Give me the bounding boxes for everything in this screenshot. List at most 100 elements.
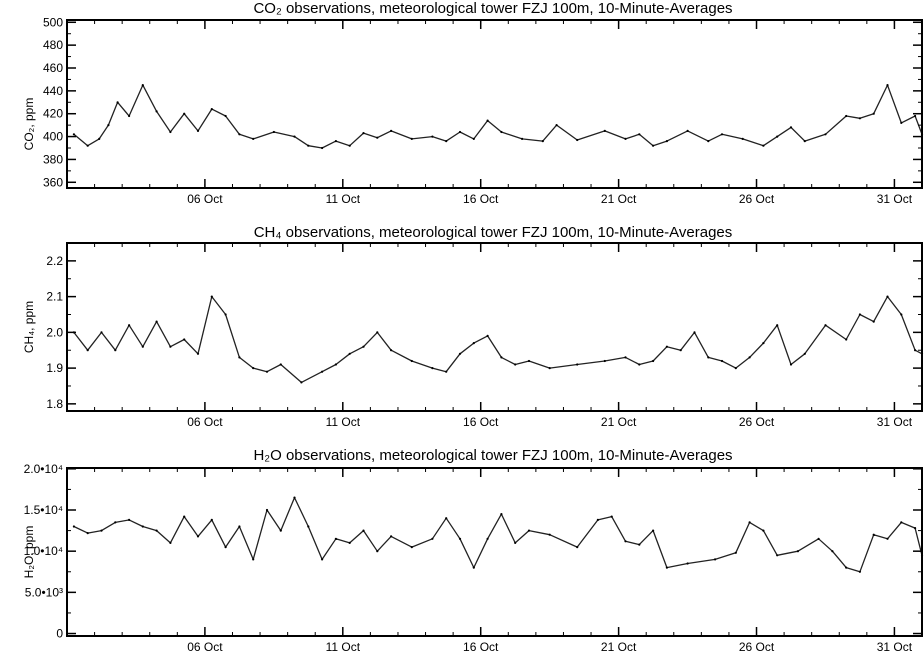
- data-point: [734, 551, 737, 554]
- data-point: [431, 135, 434, 138]
- x-tick-label: 16 Oct: [463, 415, 499, 429]
- y-tick-label: 380: [43, 152, 63, 166]
- data-point: [390, 535, 393, 538]
- data-point: [858, 117, 862, 120]
- data-point: [252, 367, 255, 370]
- data-point: [686, 562, 689, 565]
- data-point: [210, 295, 213, 298]
- data-point: [196, 129, 200, 132]
- data-point: [279, 363, 282, 366]
- data-point: [183, 338, 186, 341]
- y-axis-label: H₂O, ppm: [22, 526, 36, 579]
- data-point: [155, 529, 158, 532]
- x-tick-label: 11 Oct: [326, 192, 361, 206]
- data-point: [872, 533, 875, 536]
- data-point: [734, 367, 737, 370]
- data-point: [155, 320, 158, 323]
- data-point: [596, 518, 600, 522]
- y-tick-label: 0: [56, 627, 63, 641]
- y-tick-label: 500: [43, 15, 63, 29]
- data-point: [321, 370, 324, 373]
- data-point: [521, 137, 524, 140]
- y-tick-label: 440: [43, 84, 63, 98]
- data-point: [362, 132, 365, 135]
- y-tick-label: 480: [43, 38, 63, 52]
- data-point: [362, 529, 365, 532]
- data-point: [624, 137, 627, 140]
- data-point: [665, 140, 669, 143]
- data-point: [914, 114, 917, 118]
- data-point: [445, 370, 448, 373]
- data-point: [803, 352, 806, 355]
- data-point: [741, 137, 744, 140]
- x-tick-label: 11 Oct: [326, 415, 361, 429]
- series-line: [73, 84, 923, 149]
- data-point: [679, 349, 682, 352]
- data-point: [555, 124, 558, 127]
- data-point: [472, 137, 475, 140]
- x-tick-label: 26 Oct: [739, 640, 775, 654]
- data-point: [693, 331, 696, 334]
- data-point: [486, 119, 489, 122]
- data-point: [845, 566, 848, 569]
- data-point: [183, 515, 186, 518]
- data-point: [300, 381, 303, 384]
- data-point: [541, 140, 544, 143]
- data-point: [265, 370, 269, 373]
- data-point: [845, 338, 848, 341]
- data-point: [238, 525, 241, 528]
- data-point: [527, 359, 531, 363]
- data-point: [376, 550, 379, 553]
- data-point: [527, 529, 531, 532]
- data-point: [624, 540, 627, 543]
- data-point: [410, 359, 413, 363]
- x-tick-label: 16 Oct: [463, 640, 499, 654]
- data-point: [321, 558, 324, 561]
- data-point: [776, 135, 779, 138]
- data-point: [334, 140, 337, 143]
- x-tick-label: 16 Oct: [463, 192, 499, 206]
- data-point: [72, 133, 75, 136]
- data-point: [514, 541, 517, 545]
- data-point: [652, 359, 655, 363]
- data-point: [141, 525, 144, 528]
- data-point: [445, 140, 448, 143]
- data-point: [748, 521, 751, 524]
- data-point: [872, 320, 875, 323]
- y-tick-label: 2.0•10⁴: [24, 462, 63, 476]
- data-point: [458, 352, 462, 355]
- data-point: [886, 537, 889, 540]
- data-point: [307, 144, 310, 147]
- y-tick-label: 1.8: [46, 397, 63, 411]
- data-point: [486, 334, 489, 337]
- data-point: [72, 525, 75, 528]
- data-point: [824, 133, 827, 136]
- data-point: [914, 349, 917, 352]
- data-point: [293, 135, 296, 138]
- data-point: [98, 137, 101, 140]
- x-tick-label: 11 Oct: [326, 640, 361, 654]
- data-point: [900, 121, 903, 124]
- x-tick-label: 21 Oct: [601, 192, 637, 206]
- data-point: [116, 101, 119, 104]
- data-point: [293, 496, 296, 499]
- y-tick-label: 1.5•10⁴: [24, 503, 63, 517]
- data-point: [252, 137, 255, 140]
- data-point: [803, 140, 806, 143]
- data-point: [390, 129, 393, 132]
- data-point: [210, 108, 213, 111]
- data-point: [348, 352, 351, 355]
- data-point: [776, 324, 779, 327]
- data-point: [762, 529, 765, 532]
- data-point: [789, 363, 793, 366]
- data-point: [886, 84, 889, 87]
- data-point: [707, 140, 710, 143]
- data-point: [548, 533, 551, 536]
- x-tick-label: 21 Oct: [601, 640, 637, 654]
- data-point: [321, 146, 324, 150]
- data-point: [762, 144, 765, 147]
- chart-h2o: H₂O observations, meteorological tower F…: [22, 447, 924, 654]
- data-point: [638, 543, 641, 546]
- data-point: [238, 356, 241, 359]
- chart-co2: CO₂ observations, meteorological tower F…: [22, 0, 924, 206]
